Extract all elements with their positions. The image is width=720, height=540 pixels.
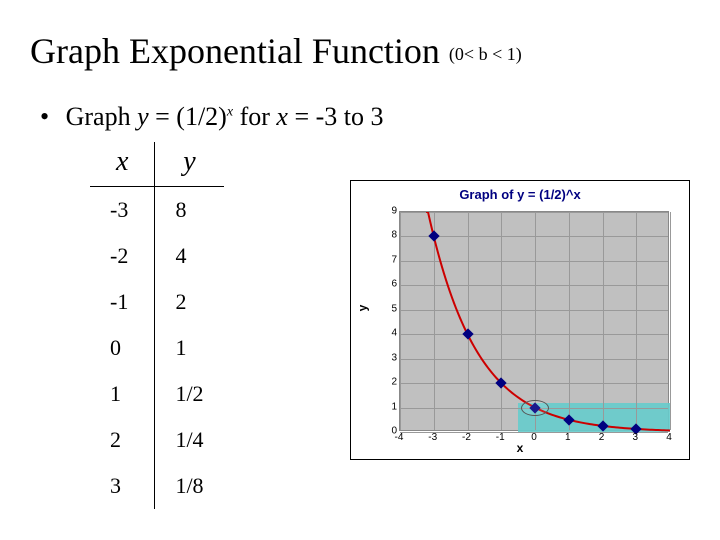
ytick-label: 1 — [381, 401, 397, 412]
table-cell-x: 1 — [90, 371, 155, 417]
table-row: 21/4 — [90, 417, 224, 463]
table-cell-y: 2 — [155, 279, 224, 325]
ytick-label: 3 — [381, 352, 397, 363]
chart-container: Graph of y = (1/2)^x y x 0 1 2 3 4 5 6 7 8 9 -4 -3 -… — [350, 180, 690, 460]
table-cell-x: -1 — [90, 279, 155, 325]
ytick-label: 2 — [381, 377, 397, 388]
xtick-label: 1 — [565, 432, 571, 443]
table-cell-x: 0 — [90, 325, 155, 371]
bullet-dot: • — [40, 102, 49, 131]
ytick-label: 7 — [381, 254, 397, 265]
ytick-label: 9 — [381, 206, 397, 217]
table-row: 01 — [90, 325, 224, 371]
xtick-label: 2 — [599, 432, 605, 443]
table-row: -38 — [90, 187, 224, 234]
xtick-label: 3 — [632, 432, 638, 443]
ytick-label: 8 — [381, 230, 397, 241]
bullet-graph-statement: • Graph y = (1/2)x for x = -3 to 3 — [40, 102, 383, 132]
table-row: 11/2 — [90, 371, 224, 417]
table-cell-y: 1/8 — [155, 463, 224, 509]
value-table: x y -38-24-120111/221/431/8 — [90, 142, 224, 509]
title-main: Graph Exponential Function — [30, 31, 440, 71]
range-prefix: for — [240, 102, 277, 131]
chart-title: Graph of y = (1/2)^x — [351, 181, 689, 202]
table-head-x: x — [90, 142, 155, 187]
table-cell-x: -2 — [90, 233, 155, 279]
table-cell-y: 4 — [155, 233, 224, 279]
ytick-label: 5 — [381, 303, 397, 314]
xtick-label: -4 — [395, 432, 404, 443]
ytick-label: 6 — [381, 279, 397, 290]
xtick-label: 0 — [531, 432, 537, 443]
table-cell-x: 3 — [90, 463, 155, 509]
table-cell-y: 8 — [155, 187, 224, 234]
range-var: x — [276, 102, 288, 131]
table-cell-y: 1/4 — [155, 417, 224, 463]
callout-oval — [521, 400, 549, 416]
table-cell-x: -3 — [90, 187, 155, 234]
chart-plot-area — [399, 211, 669, 431]
gridline-v — [670, 212, 671, 430]
xtick-label: -2 — [462, 432, 471, 443]
table-head-y: y — [155, 142, 224, 187]
xtick-label: 4 — [666, 432, 672, 443]
table-cell-y: 1 — [155, 325, 224, 371]
table-cell-y: 1/2 — [155, 371, 224, 417]
table-cell-x: 2 — [90, 417, 155, 463]
chart-ylabel: y — [355, 305, 369, 312]
bullet-prefix: Graph — [66, 102, 137, 131]
table-row: -12 — [90, 279, 224, 325]
range-rest: = -3 to 3 — [288, 102, 384, 131]
title-sub: (0< b < 1) — [449, 44, 522, 64]
table-row: 31/8 — [90, 463, 224, 509]
ytick-label: 4 — [381, 328, 397, 339]
eq-exp: x — [227, 104, 233, 119]
chart-xlabel: x — [351, 441, 689, 455]
table-row: -24 — [90, 233, 224, 279]
eq-lhs: y — [137, 102, 149, 131]
xtick-label: -1 — [496, 432, 505, 443]
eq-mid: = (1/2) — [149, 102, 227, 131]
slide-title: Graph Exponential Function (0< b < 1) — [30, 30, 522, 72]
xtick-label: -3 — [428, 432, 437, 443]
